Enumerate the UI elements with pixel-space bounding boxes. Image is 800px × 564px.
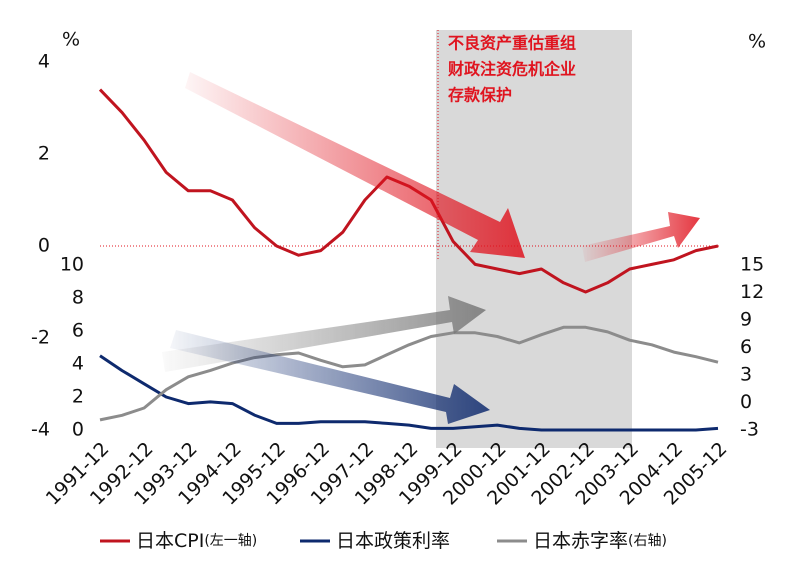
legend-note: (左一轴) (204, 533, 257, 549)
annotation: 存款保护 (448, 86, 512, 105)
annotation: 不良资产重估重组 (448, 34, 576, 53)
y-tick-label: -4 (31, 419, 50, 441)
y3-tick-label: 2 (72, 386, 84, 408)
legend-name: 日本赤字率 (533, 530, 628, 552)
y3-tick-label: 8 (72, 287, 84, 309)
y-tick-label: 2 (38, 143, 50, 165)
series-line (99, 325, 719, 422)
y2-tick-label: 0 (740, 391, 752, 413)
trend-arrows (162, 72, 700, 424)
legend-name: 日本政策利率 (336, 530, 450, 552)
y-tick-label: -2 (31, 327, 50, 349)
y2-tick-label: -3 (740, 419, 759, 441)
y2-tick-label: 3 (740, 364, 752, 386)
y3-tick-label: 4 (72, 353, 84, 375)
y-tick-label: 4 (38, 51, 50, 73)
y2-tick-label: 9 (740, 309, 752, 331)
y3-tick-label: 10 (60, 254, 84, 276)
legend-name: 日本CPI (136, 530, 204, 552)
legend-label: 日本政策利率 (336, 530, 450, 552)
y3-tick-label: 6 (72, 320, 84, 342)
shaded-period (436, 30, 632, 448)
annotation: 财政注资危机企业 (447, 60, 576, 79)
legend-note: (右轴) (628, 533, 667, 549)
legend-label: 日本赤字率(右轴) (533, 530, 667, 552)
y-tick-label: 0 (38, 235, 50, 257)
y2-tick-label: 6 (740, 336, 752, 358)
y3-tick-label: 0 (72, 419, 84, 441)
legend-label: 日本CPI(左一轴) (136, 530, 257, 552)
y2-unit: % (748, 31, 766, 53)
series-line (99, 354, 719, 432)
y2-tick-label: 15 (740, 254, 764, 276)
y-unit: % (62, 29, 80, 51)
y2-tick-label: 12 (740, 281, 764, 303)
